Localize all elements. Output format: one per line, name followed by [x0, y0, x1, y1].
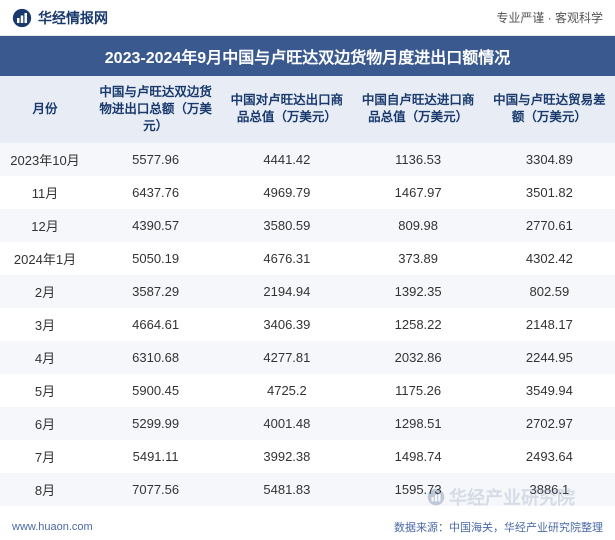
header-slogan: 专业严谨 · 客观科学 — [496, 9, 603, 26]
table-row: 7月5491.113992.381498.742493.64 — [0, 440, 615, 473]
table-cell: 3580.59 — [221, 209, 352, 242]
table-cell: 1467.97 — [353, 176, 484, 209]
table-container: 月份 中国与卢旺达双边货物进出口总额（万美元） 中国对卢旺达出口商品总值（万美元… — [0, 76, 615, 539]
table-row: 2024年1月5050.194676.31373.894302.42 — [0, 242, 615, 275]
table-cell: 2770.61 — [484, 209, 615, 242]
table-cell: 809.98 — [353, 209, 484, 242]
table-cell: 3587.29 — [90, 275, 221, 308]
col-header: 中国与卢旺达贸易差额（万美元） — [484, 76, 615, 143]
col-header: 中国自卢旺达进口商品总值（万美元） — [353, 76, 484, 143]
table-cell: 2194.94 — [221, 275, 352, 308]
logo-icon — [12, 8, 32, 28]
table-row: 4月6310.684277.812032.862244.95 — [0, 341, 615, 374]
header-bar: 华经情报网 专业严谨 · 客观科学 — [0, 0, 615, 36]
col-header: 月份 — [0, 76, 90, 143]
table-cell: 4725.2 — [221, 374, 352, 407]
table-row: 12月4390.573580.59809.982770.61 — [0, 209, 615, 242]
table-cell: 3304.89 — [484, 143, 615, 176]
table-cell: 11月 — [0, 176, 90, 209]
table-cell: 1258.22 — [353, 308, 484, 341]
table-cell: 1136.53 — [353, 143, 484, 176]
table-cell: 5491.11 — [90, 440, 221, 473]
table-cell: 2023年10月 — [0, 143, 90, 176]
table-cell: 5050.19 — [90, 242, 221, 275]
table-cell: 4676.31 — [221, 242, 352, 275]
table-cell: 3549.94 — [484, 374, 615, 407]
table-cell: 3886.1 — [484, 473, 615, 506]
table-cell: 6437.76 — [90, 176, 221, 209]
table-cell: 12月 — [0, 209, 90, 242]
table-cell: 3406.39 — [221, 308, 352, 341]
logo-text: 华经情报网 — [38, 8, 108, 28]
page-title: 2023-2024年9月中国与卢旺达双边货物月度进出口额情况 — [0, 36, 615, 76]
table-cell: 4969.79 — [221, 176, 352, 209]
table-cell: 4390.57 — [90, 209, 221, 242]
table-cell: 3992.38 — [221, 440, 352, 473]
table-row: 11月6437.764969.791467.973501.82 — [0, 176, 615, 209]
table-cell: 4001.48 — [221, 407, 352, 440]
table-cell: 1298.51 — [353, 407, 484, 440]
footer-bar: www.huaon.com 数据来源：中国海关，华经产业研究院整理 — [0, 514, 615, 540]
table-cell: 5299.99 — [90, 407, 221, 440]
table-cell: 802.59 — [484, 275, 615, 308]
table-row: 2023年10月5577.964441.421136.533304.89 — [0, 143, 615, 176]
table-cell: 2702.97 — [484, 407, 615, 440]
table-cell: 5577.96 — [90, 143, 221, 176]
table-cell: 2493.64 — [484, 440, 615, 473]
table-cell: 4277.81 — [221, 341, 352, 374]
table-cell: 4664.61 — [90, 308, 221, 341]
table-cell: 1175.26 — [353, 374, 484, 407]
table-cell: 4302.42 — [484, 242, 615, 275]
data-table: 月份 中国与卢旺达双边货物进出口总额（万美元） 中国对卢旺达出口商品总值（万美元… — [0, 76, 615, 539]
table-cell: 5900.45 — [90, 374, 221, 407]
table-cell: 1498.74 — [353, 440, 484, 473]
col-header: 中国对卢旺达出口商品总值（万美元） — [221, 76, 352, 143]
table-cell: 7077.56 — [90, 473, 221, 506]
footer-source: 数据来源：中国海关，华经产业研究院整理 — [394, 519, 603, 535]
table-cell: 8月 — [0, 473, 90, 506]
table-cell: 5481.83 — [221, 473, 352, 506]
table-cell: 4月 — [0, 341, 90, 374]
logo-area: 华经情报网 — [12, 8, 108, 28]
table-cell: 2032.86 — [353, 341, 484, 374]
table-cell: 373.89 — [353, 242, 484, 275]
table-cell: 3月 — [0, 308, 90, 341]
table-cell: 4441.42 — [221, 143, 352, 176]
table-cell: 5月 — [0, 374, 90, 407]
table-cell: 2148.17 — [484, 308, 615, 341]
table-cell: 7月 — [0, 440, 90, 473]
table-cell: 2月 — [0, 275, 90, 308]
table-row: 8月7077.565481.831595.733886.1 — [0, 473, 615, 506]
col-header: 中国与卢旺达双边货物进出口总额（万美元） — [90, 76, 221, 143]
table-row: 6月5299.994001.481298.512702.97 — [0, 407, 615, 440]
table-cell: 3501.82 — [484, 176, 615, 209]
table-header-row: 月份 中国与卢旺达双边货物进出口总额（万美元） 中国对卢旺达出口商品总值（万美元… — [0, 76, 615, 143]
table-body: 2023年10月5577.964441.421136.533304.8911月6… — [0, 143, 615, 539]
table-cell: 6月 — [0, 407, 90, 440]
table-cell: 1392.35 — [353, 275, 484, 308]
footer-url: www.huaon.com — [12, 521, 93, 533]
table-cell: 2024年1月 — [0, 242, 90, 275]
table-cell: 1595.73 — [353, 473, 484, 506]
table-cell: 2244.95 — [484, 341, 615, 374]
table-row: 5月5900.454725.21175.263549.94 — [0, 374, 615, 407]
table-cell: 6310.68 — [90, 341, 221, 374]
table-row: 2月3587.292194.941392.35802.59 — [0, 275, 615, 308]
table-row: 3月4664.613406.391258.222148.17 — [0, 308, 615, 341]
